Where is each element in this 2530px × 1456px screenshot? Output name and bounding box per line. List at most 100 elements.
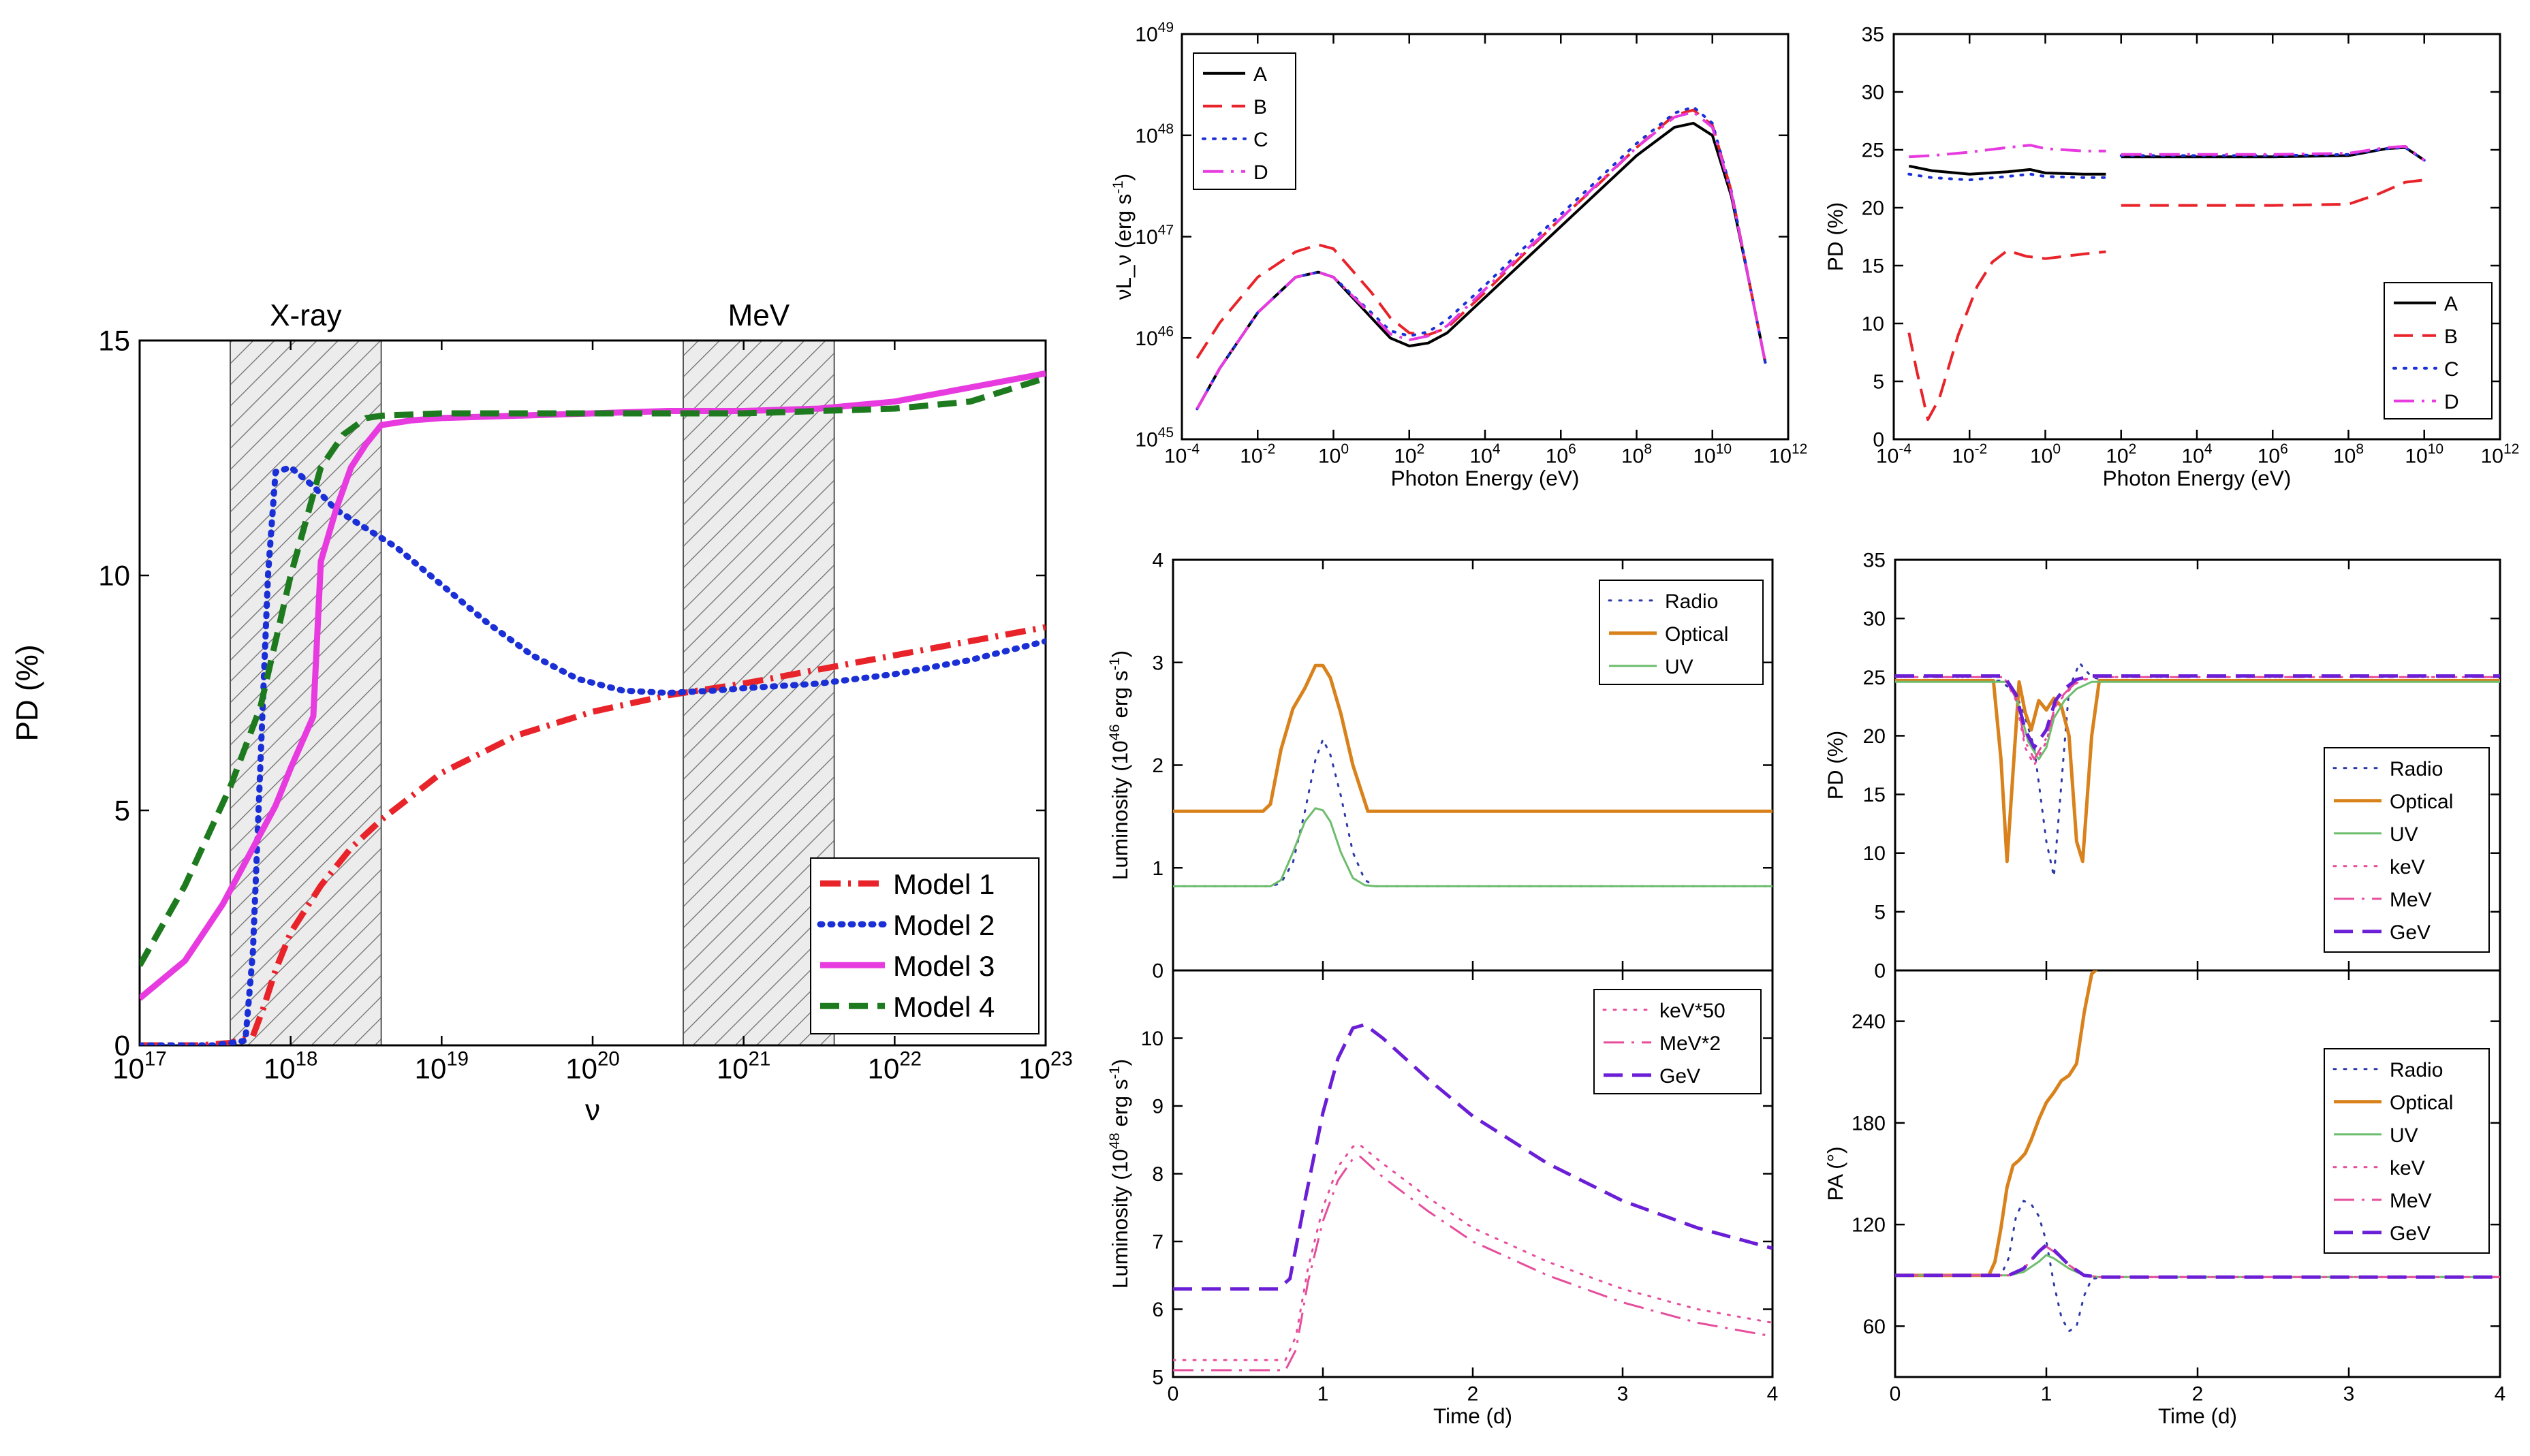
legend-label: C xyxy=(2444,358,2459,381)
panel-p1: X-ray MeV 1017 1018 1019 1020 1021 1022 1023 0 5 10… xyxy=(11,299,1073,1127)
y-axis-label: PD (%) xyxy=(1823,202,1847,272)
band-1 xyxy=(683,340,835,1046)
x-tick-label: 10-4 xyxy=(1164,441,1200,468)
series-line-model-1 xyxy=(140,624,1046,1045)
legend-label: B xyxy=(1253,96,1267,118)
series-line-radio xyxy=(1895,1199,2500,1333)
legend-label: MeV xyxy=(2390,1190,2432,1212)
series-line-a xyxy=(1196,121,1767,410)
y-axis-label: PD (%) xyxy=(1823,731,1847,800)
legend-label: Radio xyxy=(2390,758,2443,780)
legend-box xyxy=(2324,747,2490,953)
x-tick-label: 1010 xyxy=(2405,441,2443,468)
series-group xyxy=(1173,1023,1772,1372)
panel-p4: 0 1 2 3 4 Luminosity (1046 erg s-1) Radio Optic… xyxy=(1106,550,1774,983)
y-tick-label: 7 xyxy=(1152,1231,1164,1254)
legend-label: UV xyxy=(1665,656,1693,678)
x-tick-label: 10-2 xyxy=(1952,441,1987,468)
legend: Radio Optical UV xyxy=(1599,580,1764,685)
legend-label: Model 4 xyxy=(893,991,995,1023)
series-line-gev xyxy=(1173,1023,1772,1291)
legend-label: UV xyxy=(2390,1124,2418,1147)
y-tick-label: 3 xyxy=(1152,652,1164,674)
series-group xyxy=(1895,662,2500,878)
series-group xyxy=(140,370,1046,1045)
y-tick-label: 6 xyxy=(1152,1299,1164,1321)
y-axis-label: PD (%) xyxy=(11,644,44,741)
legend-label: C xyxy=(1253,129,1268,151)
legend-label: keV xyxy=(2390,856,2425,879)
x-axis-label: ν xyxy=(585,1094,600,1127)
legend-label: GeV xyxy=(2390,921,2431,944)
x-tick-label: 1018 xyxy=(264,1047,317,1084)
legend-label: MeV*2 xyxy=(1659,1032,1721,1055)
legend-box xyxy=(810,857,1040,1034)
legend-label: A xyxy=(1253,63,1267,86)
y-tick-label: 35 xyxy=(1863,550,1886,572)
x-tick-label: 1012 xyxy=(2481,441,2520,468)
legend-label: A xyxy=(2444,293,2458,315)
x-tick-label: 4 xyxy=(1767,1383,1779,1406)
legend: Radio Optical UV keV MeV GeV xyxy=(2324,1048,2490,1254)
y-tick-label: 120 xyxy=(1852,1214,1886,1237)
y-tick-label: 1 xyxy=(1152,857,1164,880)
series-line-mev xyxy=(1895,676,2500,761)
x-tick-label: 1010 xyxy=(1693,441,1732,468)
legend-label: Optical xyxy=(2390,791,2453,813)
y-tick-label: 15 xyxy=(1863,784,1886,806)
y-tick-label: 2 xyxy=(1152,755,1164,777)
series-line-gev xyxy=(1895,1243,2500,1279)
legend-label: MeV xyxy=(2390,889,2432,911)
y-axis-label: νL_ν (erg s-1) xyxy=(1109,174,1136,300)
y-tick-label: 25 xyxy=(1863,667,1886,689)
panel-p7: 0 1 2 3 4 60 120 180 240 Time (d) PA (°) Radio Optic… xyxy=(1823,969,2506,1428)
y-tick-label: 180 xyxy=(1852,1112,1886,1135)
x-tick-label: 1022 xyxy=(868,1047,922,1084)
series-line-d xyxy=(2121,144,2425,161)
legend-label: GeV xyxy=(2390,1222,2431,1245)
x-axis-label: Time (d) xyxy=(2158,1404,2237,1428)
legend-label: D xyxy=(2444,391,2459,413)
y-tick-label: 20 xyxy=(1862,197,1884,220)
series-line-kev-50 xyxy=(1173,1144,1772,1361)
series-group xyxy=(1907,144,2426,422)
legend-label: Radio xyxy=(2390,1059,2443,1081)
legend-label: Model 1 xyxy=(893,868,995,900)
legend-box xyxy=(2324,1048,2490,1254)
legend: Radio Optical UV keV MeV GeV xyxy=(2324,747,2490,953)
x-tick-label: 3 xyxy=(1617,1383,1629,1406)
legend: Model 1 Model 2 Model 3 Model 4 xyxy=(810,857,1040,1034)
legend-label: GeV xyxy=(1659,1065,1700,1088)
x-tick-label: 1 xyxy=(1317,1383,1329,1406)
legend-label: Model 3 xyxy=(893,950,995,982)
series-line-c xyxy=(1196,106,1767,411)
x-tick-label: 1012 xyxy=(1769,441,1808,468)
x-tick-label: 1019 xyxy=(415,1047,469,1084)
x-tick-label: 0 xyxy=(1168,1383,1179,1406)
band-label-0: X-ray xyxy=(270,299,341,332)
series-line-model-2 xyxy=(140,464,1046,1045)
x-tick-label: 2 xyxy=(1467,1383,1479,1406)
y-tick-label: 1045 xyxy=(1135,425,1174,452)
x-tick-label: 4 xyxy=(2495,1383,2506,1406)
series-line-gev xyxy=(1895,674,2500,750)
panel-p5: 0 1 2 3 4 5 6 7 8 9 10 Time (d) Luminosity (1048 erg… xyxy=(1106,969,1779,1428)
y-tick-label: 5 xyxy=(1873,371,1884,394)
series-line-d xyxy=(1196,110,1767,410)
y-tick-label: 1049 xyxy=(1135,20,1174,46)
panel-p6: 0 5 10 15 20 25 30 35 PD (%) Radio Optical UV keV MeV… xyxy=(1823,550,2501,983)
y-tick-label: 10 xyxy=(98,560,130,592)
y-tick-label: 30 xyxy=(1862,82,1884,104)
y-tick-label: 20 xyxy=(1863,725,1886,748)
series-line-optical xyxy=(1895,679,2500,864)
y-tick-label: 10 xyxy=(1863,842,1886,865)
x-tick-label: 100 xyxy=(1318,441,1349,468)
x-tick-label: 1017 xyxy=(112,1047,166,1084)
series-line-b xyxy=(1907,249,2106,422)
x-tick-label: 106 xyxy=(1546,441,1576,468)
y-tick-label: 1047 xyxy=(1135,223,1174,249)
series-line-model-4 xyxy=(140,375,1046,967)
y-tick-label: 15 xyxy=(98,325,130,357)
